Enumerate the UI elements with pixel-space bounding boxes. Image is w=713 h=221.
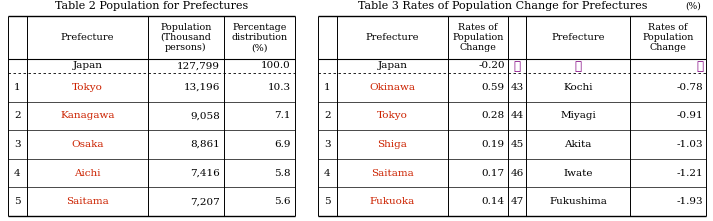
Text: 1: 1 — [14, 83, 21, 92]
Text: ⋮: ⋮ — [696, 59, 703, 72]
Text: Fukuoka: Fukuoka — [370, 197, 415, 206]
Text: ⋮: ⋮ — [513, 59, 520, 72]
Text: 3: 3 — [324, 140, 331, 149]
Text: Fukushima: Fukushima — [549, 197, 607, 206]
Text: Population
(Thousand
persons): Population (Thousand persons) — [160, 23, 212, 52]
Text: Rates of
Population
Change: Rates of Population Change — [452, 23, 503, 52]
Text: -0.20: -0.20 — [478, 61, 505, 70]
Text: Japan: Japan — [73, 61, 103, 70]
Text: Okinawa: Okinawa — [369, 83, 416, 92]
Text: 45: 45 — [511, 140, 523, 149]
Text: 100.0: 100.0 — [261, 61, 291, 70]
Text: Shiga: Shiga — [378, 140, 407, 149]
Text: Kanagawa: Kanagawa — [61, 111, 115, 120]
Text: 7.1: 7.1 — [275, 111, 291, 120]
Text: 9,058: 9,058 — [190, 111, 220, 120]
Text: 4: 4 — [324, 169, 331, 178]
Text: Osaka: Osaka — [71, 140, 104, 149]
Text: 0.17: 0.17 — [482, 169, 505, 178]
Text: 5: 5 — [324, 197, 331, 206]
Text: 5.8: 5.8 — [275, 169, 291, 178]
Text: Prefecture: Prefecture — [551, 33, 605, 42]
Text: Japan: Japan — [377, 61, 408, 70]
Text: ⋮: ⋮ — [575, 59, 582, 72]
Text: Aichi: Aichi — [74, 169, 101, 178]
Text: -1.21: -1.21 — [677, 169, 703, 178]
Text: 0.59: 0.59 — [482, 83, 505, 92]
Text: Rates of
Population
Change: Rates of Population Change — [642, 23, 694, 52]
Text: Tokyo: Tokyo — [72, 83, 103, 92]
Text: Saitama: Saitama — [66, 197, 109, 206]
Text: Table 2 Population for Prefectures: Table 2 Population for Prefectures — [56, 1, 249, 11]
Text: 44: 44 — [511, 111, 523, 120]
Text: Table 3 Rates of Population Change for Prefectures: Table 3 Rates of Population Change for P… — [358, 1, 647, 11]
Text: Iwate: Iwate — [563, 169, 593, 178]
Text: Miyagi: Miyagi — [560, 111, 596, 120]
Text: -1.03: -1.03 — [677, 140, 703, 149]
Text: 46: 46 — [511, 169, 523, 178]
Text: 127,799: 127,799 — [177, 61, 220, 70]
Text: -0.78: -0.78 — [677, 83, 703, 92]
Text: 6.9: 6.9 — [275, 140, 291, 149]
Text: 5: 5 — [14, 197, 21, 206]
Text: 7,416: 7,416 — [190, 169, 220, 178]
Text: 3: 3 — [14, 140, 21, 149]
Text: Percentage
distribution
(%): Percentage distribution (%) — [232, 23, 287, 52]
Text: 7,207: 7,207 — [190, 197, 220, 206]
Text: Akita: Akita — [564, 140, 592, 149]
Text: 1: 1 — [324, 83, 331, 92]
Text: 47: 47 — [511, 197, 523, 206]
Text: 0.19: 0.19 — [482, 140, 505, 149]
Text: -0.91: -0.91 — [677, 111, 703, 120]
Text: 0.14: 0.14 — [482, 197, 505, 206]
Text: Tokyo: Tokyo — [377, 111, 408, 120]
Text: Saitama: Saitama — [371, 169, 414, 178]
Text: Prefecture: Prefecture — [61, 33, 114, 42]
Text: 10.3: 10.3 — [268, 83, 291, 92]
Text: 2: 2 — [324, 111, 331, 120]
Text: Kochi: Kochi — [563, 83, 593, 92]
Text: 4: 4 — [14, 169, 21, 178]
Text: 0.28: 0.28 — [482, 111, 505, 120]
Text: 5.6: 5.6 — [275, 197, 291, 206]
Text: 2: 2 — [14, 111, 21, 120]
Text: 43: 43 — [511, 83, 523, 92]
Text: 8,861: 8,861 — [190, 140, 220, 149]
Text: (%): (%) — [685, 2, 701, 11]
Text: 13,196: 13,196 — [184, 83, 220, 92]
Text: Prefecture: Prefecture — [366, 33, 419, 42]
Text: -1.93: -1.93 — [677, 197, 703, 206]
